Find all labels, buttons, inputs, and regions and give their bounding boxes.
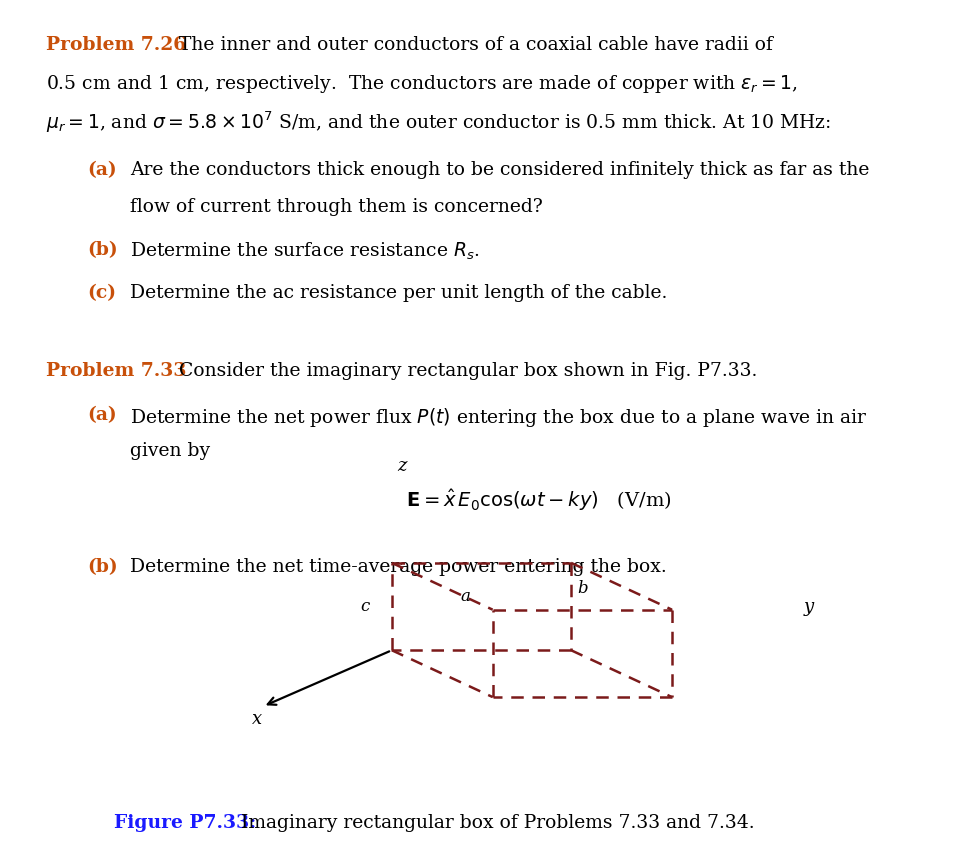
- Text: x: x: [252, 709, 263, 727]
- Text: (a): (a): [87, 406, 117, 424]
- Text: a: a: [461, 588, 470, 605]
- Text: Problem 7.33: Problem 7.33: [46, 362, 186, 381]
- Text: z: z: [397, 458, 407, 475]
- Text: given by: given by: [130, 442, 211, 460]
- Text: Are the conductors thick enough to be considered infinitely thick as far as the: Are the conductors thick enough to be co…: [130, 161, 869, 179]
- Text: Determine the ac resistance per unit length of the cable.: Determine the ac resistance per unit len…: [130, 284, 668, 303]
- Text: y: y: [804, 597, 813, 616]
- Text: (c): (c): [87, 284, 116, 303]
- Text: $\mu_r = 1$, and $\sigma = 5.8 \times 10^7$ S/m, and the outer conductor is 0.5 : $\mu_r = 1$, and $\sigma = 5.8 \times 10…: [46, 109, 832, 134]
- Text: (b): (b): [87, 241, 118, 259]
- Text: Determine the net time-average power entering the box.: Determine the net time-average power ent…: [130, 558, 668, 577]
- Text: Determine the surface resistance $R_s$.: Determine the surface resistance $R_s$.: [130, 241, 480, 263]
- Text: 0.5 cm and 1 cm, respectively.  The conductors are made of copper with $\varepsi: 0.5 cm and 1 cm, respectively. The condu…: [46, 73, 798, 95]
- Text: (a): (a): [87, 161, 117, 179]
- Text: c: c: [360, 598, 369, 615]
- Text: Figure P7.33:: Figure P7.33:: [114, 814, 256, 832]
- Text: The inner and outer conductors of a coaxial cable have radii of: The inner and outer conductors of a coax…: [179, 36, 773, 55]
- Text: (b): (b): [87, 558, 118, 577]
- Text: Problem 7.26: Problem 7.26: [46, 36, 186, 55]
- Text: $\mathbf{E} = \hat{x}\,E_0\cos(\omega t - ky)$   (V/m): $\mathbf{E} = \hat{x}\,E_0\cos(\omega t …: [406, 487, 671, 513]
- Text: Determine the net power flux $P(t)$ entering the box due to a plane wave in air: Determine the net power flux $P(t)$ ente…: [130, 406, 868, 429]
- Text: Imaginary rectangular box of Problems 7.33 and 7.34.: Imaginary rectangular box of Problems 7.…: [235, 814, 754, 832]
- Text: b: b: [577, 580, 587, 597]
- Text: Consider the imaginary rectangular box shown in Fig. P7.33.: Consider the imaginary rectangular box s…: [179, 362, 757, 381]
- Text: flow of current through them is concerned?: flow of current through them is concerne…: [130, 198, 543, 216]
